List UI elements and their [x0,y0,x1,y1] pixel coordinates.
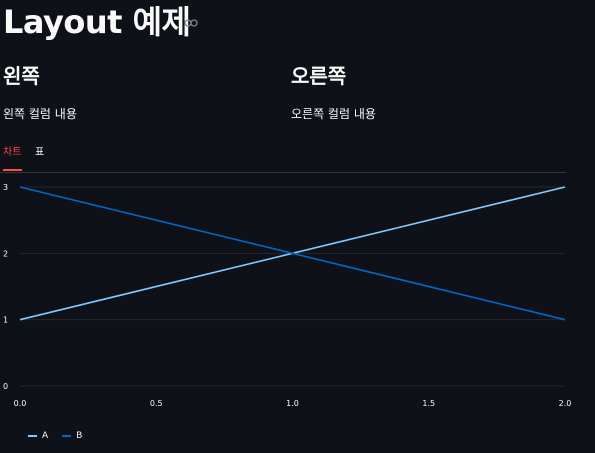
line-chart: 0 1 2 3 0.0 0.5 1.0 1.5 2.0 [3,183,572,408]
x-tick-label: 0.5 [150,399,163,408]
y-tick-label: 0 [3,382,8,391]
x-tick-label: 1.5 [422,399,435,408]
y-tick-label: 2 [3,249,8,258]
right-column-heading: 오른쪽 [291,64,347,88]
chart-legend: A B [28,431,82,441]
legend-item-b[interactable]: B [62,431,82,441]
link-icon[interactable] [184,18,198,28]
legend-swatch-b [62,435,72,437]
right-column-text: 오른쪽 컬럼 내용 [291,107,376,121]
x-tick-label: 0.0 [14,399,27,408]
x-tick-label: 2.0 [559,399,572,408]
series-line-b [19,186,566,321]
tab-chart[interactable]: 차트 [3,146,22,171]
legend-item-a[interactable]: A [28,431,48,441]
left-column-text: 왼쪽 컬럼 내용 [3,107,77,121]
tab-table[interactable]: 표 [35,147,45,158]
page-title: Layout 예제 [3,3,191,41]
right-column: 오른쪽 오른쪽 컬럼 내용 [291,62,376,122]
legend-swatch-a [28,435,37,437]
y-tick-label: 3 [3,183,8,192]
y-tick-label: 1 [3,316,8,325]
tab-bar: 차트 표 [0,142,566,173]
legend-label-a: A [42,431,49,441]
legend-label-b: B [76,431,83,441]
x-tick-label: 1.0 [286,399,299,408]
left-column: 왼쪽 왼쪽 컬럼 내용 [3,62,77,122]
left-column-heading: 왼쪽 [3,64,40,88]
